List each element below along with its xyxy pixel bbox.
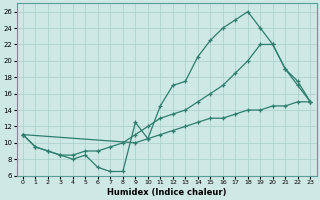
X-axis label: Humidex (Indice chaleur): Humidex (Indice chaleur): [107, 188, 226, 197]
